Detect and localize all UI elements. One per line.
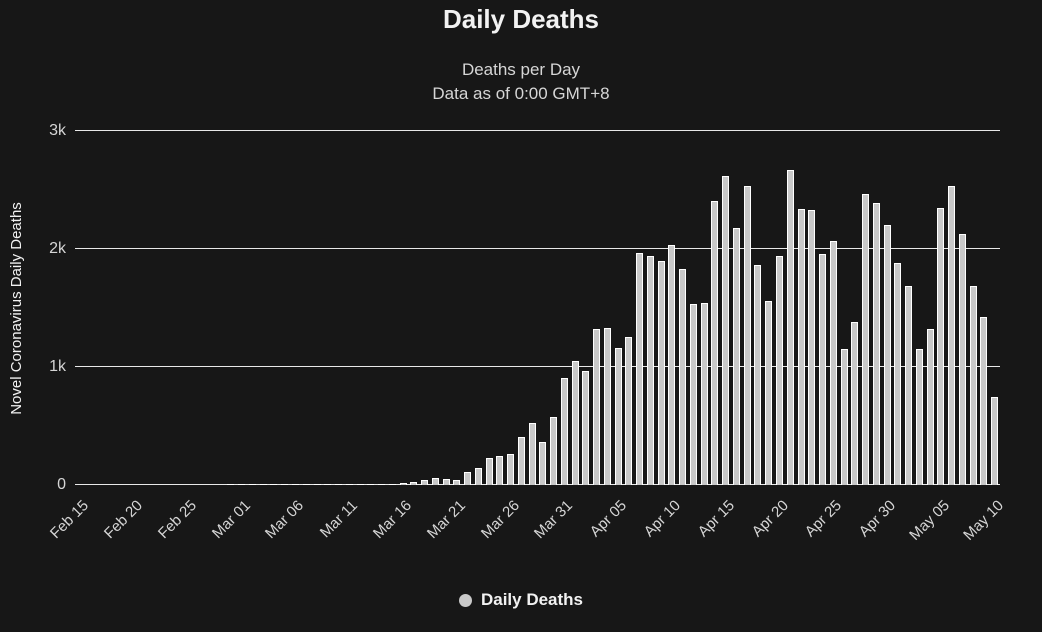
bar-mar-03[interactable] [259, 484, 267, 485]
y-axis-labels: 0 1k 2k 3k [0, 122, 66, 493]
legend-marker-icon [458, 593, 472, 607]
bar-apr-02[interactable] [582, 370, 590, 485]
bar-apr-01[interactable] [571, 361, 579, 485]
bar-mar-15[interactable] [388, 483, 396, 485]
bar-apr-20[interactable] [776, 256, 783, 485]
legend-item-daily-deaths[interactable]: Daily Deaths [0, 590, 1042, 610]
gridline-0 [75, 484, 1000, 485]
bar-mar-25[interactable] [496, 455, 504, 485]
bar-apr-28[interactable] [862, 193, 870, 485]
bar-mar-14[interactable] [378, 483, 386, 485]
bar-apr-07[interactable] [636, 252, 644, 485]
bar-feb-29[interactable] [227, 484, 235, 485]
bar-mar-18[interactable] [421, 480, 429, 485]
bar-may-07[interactable] [958, 233, 966, 485]
bar-may-05[interactable] [937, 207, 945, 485]
bar-mar-04[interactable] [270, 484, 278, 485]
bar-apr-22[interactable] [797, 208, 805, 485]
bar-apr-17[interactable] [743, 185, 751, 485]
bar-apr-10[interactable] [668, 244, 676, 485]
bar-may-09[interactable] [980, 317, 988, 485]
x-axis-labels: Feb 15 Feb 20 Feb 25 Mar 01 Mar 06 Mar 11 Mar … [47, 489, 1006, 569]
bar-mar-06[interactable] [291, 484, 299, 485]
bar-apr-21[interactable] [786, 169, 794, 485]
bar-apr-25[interactable] [829, 241, 837, 485]
bar-apr-29[interactable] [872, 202, 880, 485]
chart-subtitle-line2: Data as of 0:00 GMT+8 [432, 84, 610, 103]
bar-apr-16[interactable] [732, 228, 740, 485]
bar-mar-07[interactable] [302, 484, 310, 485]
bar-mar-23[interactable] [474, 468, 482, 485]
bar-mar-09[interactable] [324, 484, 332, 485]
bars-series [75, 131, 1000, 485]
gridline-2k [75, 248, 1000, 249]
bar-may-01[interactable] [894, 262, 902, 485]
bar-apr-23[interactable] [808, 210, 816, 485]
bar-mar-05[interactable] [281, 484, 289, 485]
bar-apr-08[interactable] [646, 256, 654, 485]
bar-may-02[interactable] [905, 285, 913, 485]
bar-apr-13[interactable] [700, 303, 708, 485]
y-axis-label-2k: 2k [49, 240, 66, 258]
y-axis-label-1k: 1k [49, 358, 66, 376]
bar-apr-05[interactable] [614, 347, 622, 485]
bar-apr-26[interactable] [840, 348, 848, 485]
y-axis-label-0: 0 [57, 476, 66, 493]
bar-mar-29[interactable] [539, 441, 547, 485]
gridlines [75, 130, 1000, 485]
bar-mar-28[interactable] [528, 423, 536, 485]
bar-apr-18[interactable] [754, 264, 762, 485]
bar-mar-21[interactable] [453, 479, 461, 485]
bar-may-06[interactable] [948, 186, 956, 485]
bar-apr-14[interactable] [711, 201, 719, 485]
bar-mar-17[interactable] [410, 482, 418, 485]
bar-apr-19[interactable] [765, 300, 773, 485]
bar-apr-04[interactable] [603, 328, 611, 485]
bar-mar-31[interactable] [560, 377, 568, 485]
plot-area [75, 130, 1000, 485]
legend-label: Daily Deaths [480, 590, 584, 609]
bar-mar-30[interactable] [550, 417, 558, 485]
gridline-3k [75, 130, 1000, 131]
bar-may-10[interactable] [991, 396, 999, 485]
bar-mar-11[interactable] [345, 484, 353, 485]
bar-mar-27[interactable] [517, 436, 525, 485]
bar-mar-01[interactable] [238, 484, 246, 485]
bar-may-03[interactable] [915, 348, 923, 485]
bar-mar-20[interactable] [442, 479, 450, 485]
bar-mar-12[interactable] [356, 484, 364, 485]
bar-mar-13[interactable] [367, 483, 375, 485]
bar-apr-03[interactable] [593, 329, 601, 485]
bar-mar-10[interactable] [335, 484, 343, 485]
bar-apr-06[interactable] [625, 336, 633, 485]
bar-apr-12[interactable] [689, 304, 697, 485]
bar-may-08[interactable] [969, 286, 977, 485]
bar-apr-15[interactable] [722, 175, 730, 485]
bar-apr-24[interactable] [819, 254, 827, 485]
gridline-1k [75, 366, 1000, 367]
bar-mar-22[interactable] [464, 471, 472, 485]
bar-mar-02[interactable] [248, 484, 256, 485]
bar-apr-27[interactable] [851, 321, 859, 485]
bar-mar-08[interactable] [313, 484, 321, 485]
bar-mar-19[interactable] [431, 478, 439, 485]
bar-apr-11[interactable] [679, 269, 687, 485]
bar-mar-24[interactable] [485, 458, 493, 485]
bar-may-04[interactable] [926, 328, 934, 485]
bar-mar-26[interactable] [507, 453, 515, 485]
chart-title: Daily Deaths [442, 4, 600, 34]
bar-apr-09[interactable] [657, 260, 665, 485]
bar-mar-16[interactable] [399, 483, 407, 485]
chart-subtitle-line1: Deaths per Day [461, 60, 581, 79]
y-axis-label-3k: 3k [49, 122, 66, 139]
bar-apr-30[interactable] [883, 225, 891, 485]
